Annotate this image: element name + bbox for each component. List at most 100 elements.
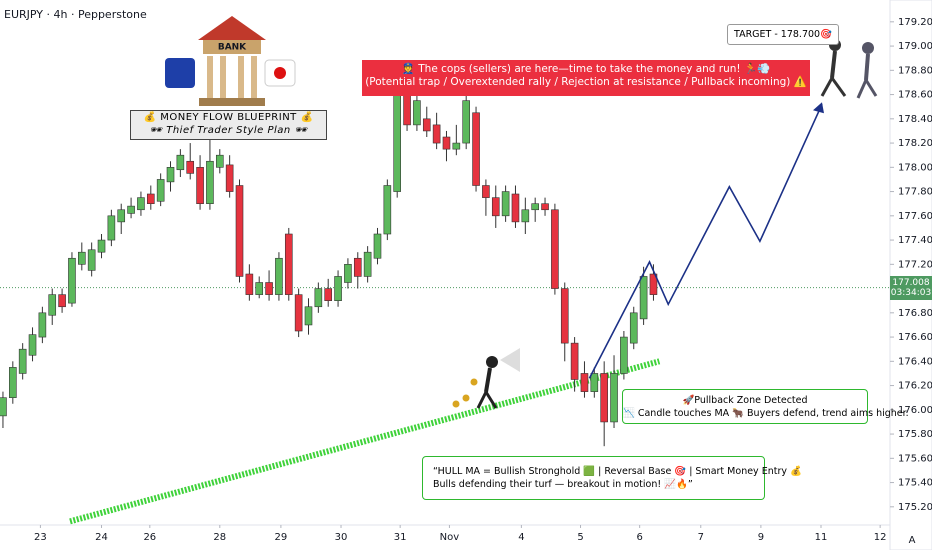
y-tick-label: 178.600 xyxy=(898,90,932,101)
candle-body xyxy=(0,397,7,417)
x-tick-label: 7 xyxy=(698,532,704,543)
candle-body xyxy=(580,373,589,392)
bank-icon: BANK xyxy=(165,16,296,106)
blueprint-box: 💰 MONEY FLOW BLUEPRINT 💰 🕶 Thief Trader S… xyxy=(130,110,327,140)
y-tick-label: 178.200 xyxy=(898,138,932,149)
candle-body xyxy=(649,273,658,295)
x-tick-label: 4 xyxy=(518,532,524,543)
candle-body xyxy=(186,160,195,174)
banner-line: 👮 The cops (sellers) are here—time to ta… xyxy=(401,63,771,75)
candle-body xyxy=(294,294,303,332)
candle-body xyxy=(156,179,165,202)
candle-body xyxy=(284,233,293,295)
y-tick-label: 175.400 xyxy=(898,478,932,489)
blueprint-line: 💰 MONEY FLOW BLUEPRINT 💰 xyxy=(143,112,314,123)
last-price: 177.008 xyxy=(892,277,930,288)
candle-body xyxy=(255,282,264,295)
candle-body xyxy=(18,348,27,374)
hull-line: “HULL MA = Bullish Stronghold 🟩 | Revers… xyxy=(433,466,802,477)
projection-line xyxy=(588,103,823,379)
y-tick-label: 177.200 xyxy=(898,259,932,270)
pullback-line: 📉 Candle touches MA 🐂 Buyers defend, tre… xyxy=(623,408,909,419)
candle-body xyxy=(521,209,530,223)
candle-body xyxy=(206,160,214,204)
target-label: TARGET - 178.700🎯 xyxy=(727,24,839,45)
candle-body xyxy=(225,164,234,192)
candle-body xyxy=(472,112,480,186)
candle-body xyxy=(462,100,470,144)
y-tick-label: 175.600 xyxy=(898,453,932,464)
candle-body xyxy=(639,276,648,320)
candle-body xyxy=(363,251,372,277)
x-tick-label: Nov xyxy=(440,532,460,543)
candle-body xyxy=(531,203,539,211)
candle-body xyxy=(452,142,461,150)
countdown: 03:34:03 xyxy=(890,287,932,298)
x-tick-label: 30 xyxy=(335,532,348,543)
y-tick-label: 175.800 xyxy=(898,429,932,440)
banner-line: (Potential trap / Overextended rally / R… xyxy=(365,76,807,88)
hull-ma xyxy=(69,358,661,525)
candle-body xyxy=(68,257,76,304)
candle-body xyxy=(235,185,244,277)
y-tick-label: 177.600 xyxy=(898,211,932,222)
x-tick-label: 6 xyxy=(636,532,642,543)
candle-body xyxy=(551,209,559,289)
candle-body xyxy=(629,312,638,344)
candle-body xyxy=(413,100,421,126)
candle-body xyxy=(353,257,362,277)
x-tick-label: 9 xyxy=(758,532,764,543)
pullback-box: 🚀Pullback Zone Detected 📉 Candle touches … xyxy=(622,389,909,424)
x-tick-label: 28 xyxy=(213,532,226,543)
x-tick-label: 11 xyxy=(815,532,828,543)
candle-body xyxy=(28,334,37,356)
candle-body xyxy=(275,257,283,295)
candle-body xyxy=(600,373,608,423)
candle-body xyxy=(87,249,96,271)
candle-body xyxy=(146,193,155,204)
candle-body xyxy=(245,273,254,295)
blueprint-line: 🕶 Thief Trader Style Plan 🕶 xyxy=(149,125,308,136)
bank-label: BANK xyxy=(218,43,247,53)
candle-body xyxy=(383,185,392,235)
y-tick-label: 176.400 xyxy=(898,356,932,367)
candle-body xyxy=(78,251,86,265)
candle-body xyxy=(373,233,382,259)
hull-box: “HULL MA = Bullish Stronghold 🟩 | Revers… xyxy=(422,456,802,500)
candle-body xyxy=(432,124,441,144)
hull-line: Bulls defending their turf — breakout in… xyxy=(433,479,693,490)
candle-body xyxy=(501,191,510,217)
y-tick-label: 177.400 xyxy=(898,235,932,246)
candle-body xyxy=(560,288,569,344)
y-tick-label: 176.600 xyxy=(898,332,932,343)
candle-body xyxy=(590,373,599,392)
candle-body xyxy=(215,154,224,168)
candle-body xyxy=(137,197,145,211)
x-tick-label: 12 xyxy=(874,532,887,543)
candle-body xyxy=(610,373,618,423)
candle-body xyxy=(196,167,204,204)
candle-body xyxy=(107,215,116,241)
x-tick-label: 29 xyxy=(275,532,288,543)
candle-body xyxy=(511,193,520,223)
auto-scale-button[interactable]: A xyxy=(909,535,916,546)
x-tick-label: 23 xyxy=(34,532,47,543)
last-price-label: 177.008 03:34:03 xyxy=(890,275,932,300)
candle-body xyxy=(314,288,323,308)
candle-body xyxy=(482,185,490,198)
candle-body xyxy=(324,288,333,301)
x-tick-label: 31 xyxy=(394,532,407,543)
candle-body xyxy=(442,136,451,150)
candle-body xyxy=(9,367,17,398)
y-tick-label: 178.000 xyxy=(898,162,932,173)
x-tick-label: 26 xyxy=(143,532,156,543)
candle-body xyxy=(176,154,185,171)
price-axis xyxy=(889,0,932,550)
x-tick-label: 5 xyxy=(577,532,583,543)
y-tick-label: 176.800 xyxy=(898,308,932,319)
candle-body xyxy=(48,294,57,316)
y-tick-label: 179.000 xyxy=(898,41,932,52)
symbol-title: EURJPY · 4h · Pepperstone xyxy=(4,8,147,21)
candle-body xyxy=(127,205,135,214)
